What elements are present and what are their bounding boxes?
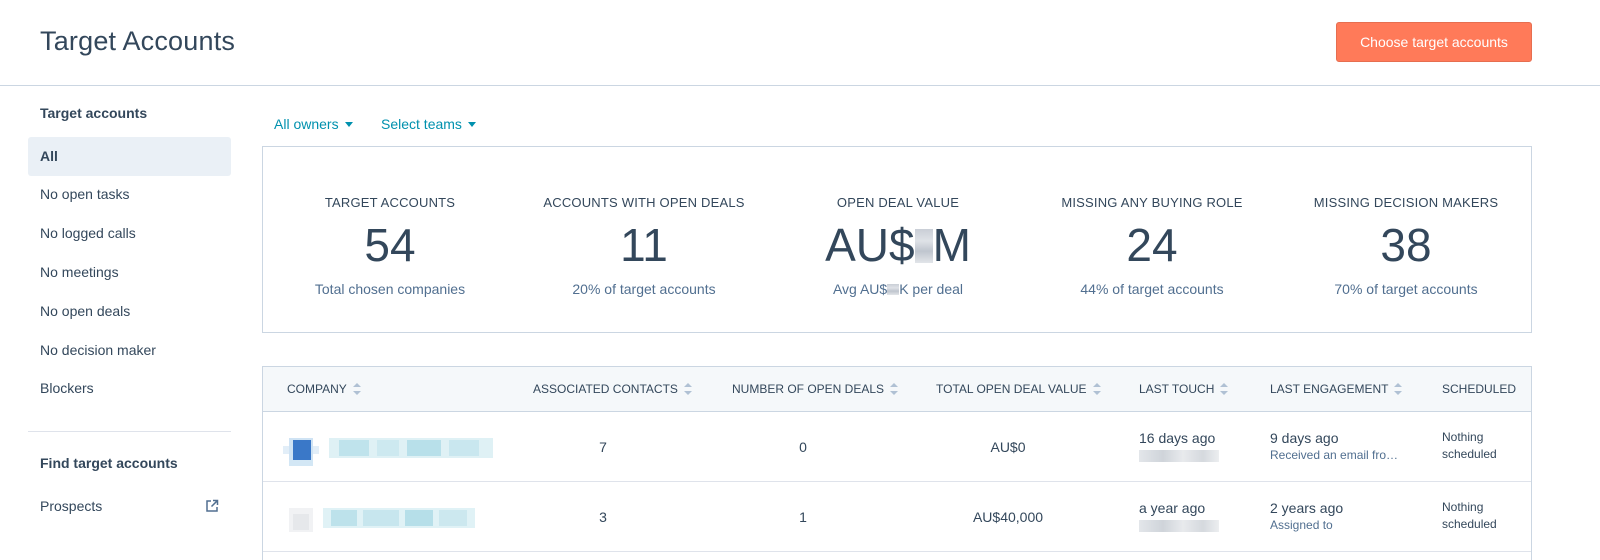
sidebar-section-title: Target accounts (40, 105, 148, 121)
last-engagement-time: 9 days ago (1270, 430, 1339, 446)
stat-open-deal-value: Open deal value AU$ M Avg AU$ K per deal (771, 147, 1025, 334)
table-row[interactable]: 3 1 AU$40,000 a year ago 2 years ago Ass… (263, 482, 1531, 552)
associated-contacts-count: 7 (599, 439, 607, 455)
column-label: Number of open deals (732, 382, 885, 396)
open-deals-count: 0 (799, 439, 807, 455)
stat-subtext: 20% of target accounts (572, 281, 716, 297)
caret-down-icon (467, 122, 476, 127)
column-scheduled: Scheduled (1442, 382, 1517, 396)
stat-value: 38 (1380, 219, 1432, 271)
stat-value: 24 (1126, 219, 1178, 271)
last-engagement: 2 years ago Assigned to (1270, 500, 1343, 532)
page-header: Target Accounts Choose target accounts (0, 0, 1600, 86)
last-touch-time: a year ago (1139, 500, 1206, 516)
stat-label: Target accounts (324, 195, 456, 210)
redacted-value (914, 229, 933, 263)
sort-icon (1092, 383, 1101, 395)
stat-value-suffix: M (932, 219, 971, 271)
scheduled: Nothing scheduled (1442, 429, 1522, 463)
last-touch: 16 days ago (1139, 430, 1219, 462)
redacted-text (1139, 450, 1219, 462)
sort-icon (352, 383, 361, 395)
stat-accounts-with-open-deals: Accounts with open deals 11 20% of targe… (517, 147, 771, 334)
sidebar-item-no-logged-calls[interactable]: No logged calls (40, 225, 136, 241)
sort-icon (683, 383, 692, 395)
company-name-link[interactable] (323, 508, 475, 528)
sidebar-divider (28, 431, 231, 432)
sidebar-item-no-decision-maker[interactable]: No decision maker (40, 342, 156, 358)
stat-label: Missing decision makers (1313, 195, 1499, 210)
column-label: Last engagement (1270, 382, 1389, 396)
column-label: Company (287, 382, 347, 396)
last-engagement-time: 2 years ago (1270, 500, 1344, 516)
sort-icon (890, 383, 899, 395)
caret-down-icon (344, 122, 353, 127)
scheduled-status: Nothing scheduled (1442, 500, 1497, 531)
sidebar-item-no-meetings[interactable]: No meetings (40, 264, 119, 280)
stat-value-prefix: AU$ (825, 219, 915, 271)
last-engagement-detail: Assigned to (1270, 518, 1333, 532)
sidebar-item-blockers[interactable]: Blockers (40, 380, 94, 396)
company-logo (283, 502, 319, 538)
external-link-icon (206, 499, 219, 512)
table-header: Company Associated contacts Number of op… (263, 367, 1531, 412)
stat-label: Missing any buying role (1061, 195, 1243, 210)
scheduled-status: Nothing scheduled (1442, 430, 1497, 461)
choose-target-accounts-button[interactable]: Choose target accounts (1336, 22, 1532, 62)
last-touch-time: 16 days ago (1139, 430, 1216, 446)
sort-icon (1220, 383, 1229, 395)
last-engagement: 9 days ago Received an email fro… (1270, 430, 1398, 462)
scheduled: Nothing scheduled (1442, 499, 1522, 533)
all-owners-dropdown[interactable]: All owners (274, 116, 353, 132)
column-associated-contacts[interactable]: Associated contacts (533, 367, 692, 412)
find-target-accounts-title: Find target accounts (40, 455, 178, 471)
select-teams-label: Select teams (381, 116, 462, 132)
stat-missing-decision-makers: Missing decision makers 38 70% of target… (1279, 147, 1533, 334)
company-logo (283, 432, 319, 468)
stat-subtext-prefix: Avg AU$ (832, 281, 888, 297)
stat-label: Accounts with open deals (543, 195, 745, 210)
stat-subtext: Total chosen companies (314, 281, 466, 297)
column-total-open-deal-value[interactable]: Total open deal value (936, 367, 1101, 412)
stat-value: 11 (620, 219, 668, 271)
redacted-text (1139, 520, 1219, 532)
sidebar-item-prospects[interactable]: Prospects (28, 487, 231, 526)
last-engagement-detail: Received an email fro… (1270, 448, 1399, 462)
stat-value: 54 (364, 219, 416, 271)
sidebar-item-no-open-deals[interactable]: No open deals (40, 303, 131, 319)
stat-subtext: Avg AU$ K per deal (771, 281, 1025, 297)
target-accounts-table: Company Associated contacts Number of op… (262, 366, 1532, 560)
stat-subtext: 70% of target accounts (1334, 281, 1478, 297)
sidebar-item-all[interactable]: All (28, 137, 231, 176)
sort-icon (1394, 383, 1403, 395)
stat-value: AU$ M (771, 217, 1025, 273)
column-last-engagement[interactable]: Last engagement (1270, 367, 1403, 412)
select-teams-dropdown[interactable]: Select teams (381, 116, 476, 132)
sidebar-item-label: Prospects (40, 498, 103, 514)
last-touch: a year ago (1139, 500, 1219, 532)
column-open-deals[interactable]: Number of open deals (732, 367, 899, 412)
total-open-deal-value: AU$40,000 (972, 509, 1044, 525)
page-title: Target Accounts (40, 26, 236, 56)
column-label: Associated contacts (533, 382, 678, 396)
associated-contacts-count: 3 (599, 509, 607, 525)
all-owners-label: All owners (274, 116, 339, 132)
table-row[interactable]: 7 0 AU$0 16 days ago 9 days ago Received… (263, 412, 1531, 482)
company-name-link[interactable] (329, 438, 493, 458)
stat-target-accounts: Target accounts 54 Total chosen companie… (263, 147, 517, 334)
stat-subtext: 44% of target accounts (1080, 281, 1224, 297)
stat-missing-buying-role: Missing any buying role 24 44% of target… (1025, 147, 1279, 334)
redacted-value (887, 284, 900, 295)
column-last-touch[interactable]: Last touch (1139, 367, 1229, 412)
open-deals-count: 1 (799, 509, 807, 525)
column-label: Total open deal value (936, 382, 1087, 396)
stats-panel: Target accounts 54 Total chosen companie… (262, 146, 1532, 333)
total-open-deal-value: AU$0 (990, 439, 1026, 455)
stat-label: Open deal value (836, 195, 960, 210)
column-company[interactable]: Company (287, 367, 361, 412)
sidebar-item-no-open-tasks[interactable]: No open tasks (40, 186, 130, 202)
column-label: Last touch (1139, 382, 1215, 396)
stat-subtext-suffix: K per deal (899, 281, 964, 297)
